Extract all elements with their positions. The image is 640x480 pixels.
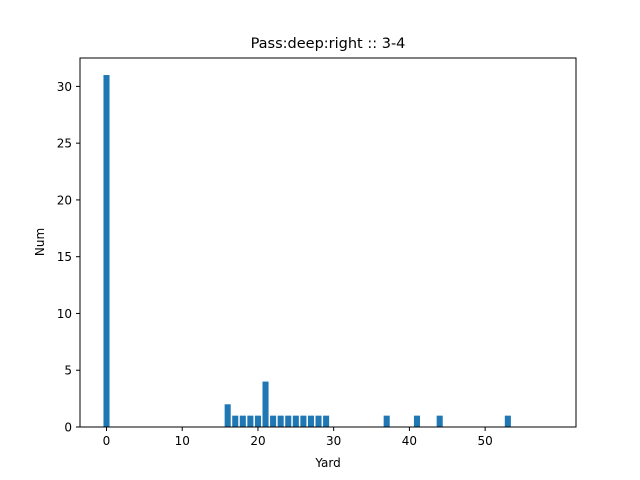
bar-24: [285, 415, 292, 427]
y-tick-label: 30: [57, 80, 72, 94]
bar-22: [270, 415, 277, 427]
y-axis: 0 5 10 15 20 25 30: [57, 80, 80, 435]
bar-17: [232, 415, 239, 427]
chart-title: Pass:deep:right :: 3-4: [251, 36, 406, 52]
y-tick-label: 0: [64, 421, 72, 435]
x-tick-label: 10: [175, 434, 190, 448]
y-tick-label: 15: [57, 250, 72, 264]
bar-26: [300, 415, 307, 427]
x-tick-label: 20: [250, 434, 265, 448]
x-tick-label: 30: [326, 434, 341, 448]
bar-21: [262, 381, 269, 427]
y-tick-label: 20: [57, 193, 72, 207]
y-tick-label: 10: [57, 307, 72, 321]
bar-37: [383, 415, 390, 427]
y-tick-label: 5: [64, 364, 72, 378]
bar-23: [277, 415, 284, 427]
y-axis-label: Num: [33, 228, 47, 256]
x-tick-label: 50: [477, 434, 492, 448]
bar-19: [247, 415, 254, 427]
bar-16: [224, 404, 231, 427]
bar-41: [413, 415, 421, 427]
bar-44: [436, 415, 443, 427]
x-axis-label: Yard: [314, 456, 340, 470]
bar-28: [315, 415, 322, 427]
bar-0: [103, 75, 110, 427]
bar-25: [292, 415, 299, 427]
bar-29: [323, 415, 330, 427]
x-tick-label: 40: [402, 434, 417, 448]
bar-18: [239, 415, 246, 427]
bars-group: [103, 75, 511, 427]
bar-27: [307, 415, 314, 427]
x-tick-label: 0: [103, 434, 111, 448]
bar-20: [254, 415, 261, 427]
bar-53: [504, 415, 511, 427]
plot-frame: [79, 57, 577, 428]
y-tick-label: 25: [57, 137, 72, 151]
x-axis: 0 10 20 30 40 50: [103, 427, 493, 448]
